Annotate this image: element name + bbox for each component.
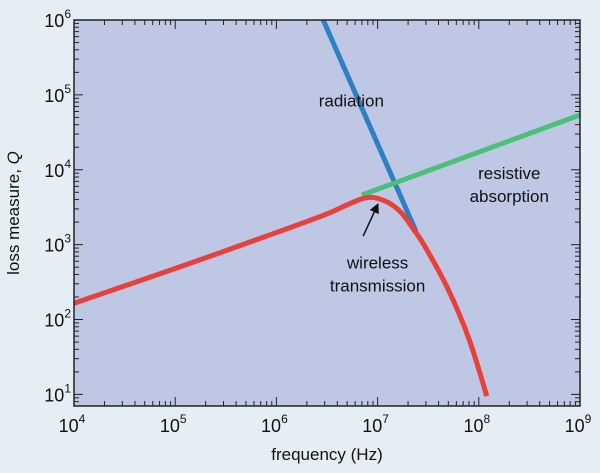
series-line-wireless-transmission bbox=[74, 194, 490, 397]
annotation-arrow bbox=[362, 203, 379, 237]
y-tick-label: 101 bbox=[44, 381, 71, 405]
y-axis-label: loss measure, Q bbox=[4, 151, 23, 275]
y-tick-label: 104 bbox=[44, 157, 71, 181]
annotation-wireless-label: wireless bbox=[346, 254, 408, 273]
annotation-resistive-label: absorption bbox=[470, 187, 549, 206]
minor-ticks bbox=[73, 20, 580, 407]
x-tick-label: 108 bbox=[463, 412, 490, 436]
series-line-resistive-absorption bbox=[361, 112, 580, 198]
y-tick-label: 103 bbox=[44, 232, 71, 256]
series-line-radiation bbox=[320, 20, 419, 233]
annotation-radiation-label: radiation bbox=[319, 91, 384, 110]
x-tick-label: 105 bbox=[160, 412, 187, 436]
annotation-resistive-label: resistive bbox=[478, 164, 540, 183]
x-tick-label: 107 bbox=[362, 412, 389, 436]
x-tick-label: 109 bbox=[565, 412, 592, 436]
y-tick-label: 106 bbox=[44, 7, 71, 31]
x-axis-label: frequency (Hz) bbox=[271, 445, 382, 464]
x-tick-label: 104 bbox=[59, 412, 86, 436]
y-tick-label: 102 bbox=[44, 307, 71, 331]
plot-frame bbox=[73, 19, 581, 407]
y-tick-label: 105 bbox=[44, 82, 71, 106]
annotation-wireless-label: transmission bbox=[330, 277, 425, 296]
x-tick-label: 106 bbox=[261, 412, 288, 436]
